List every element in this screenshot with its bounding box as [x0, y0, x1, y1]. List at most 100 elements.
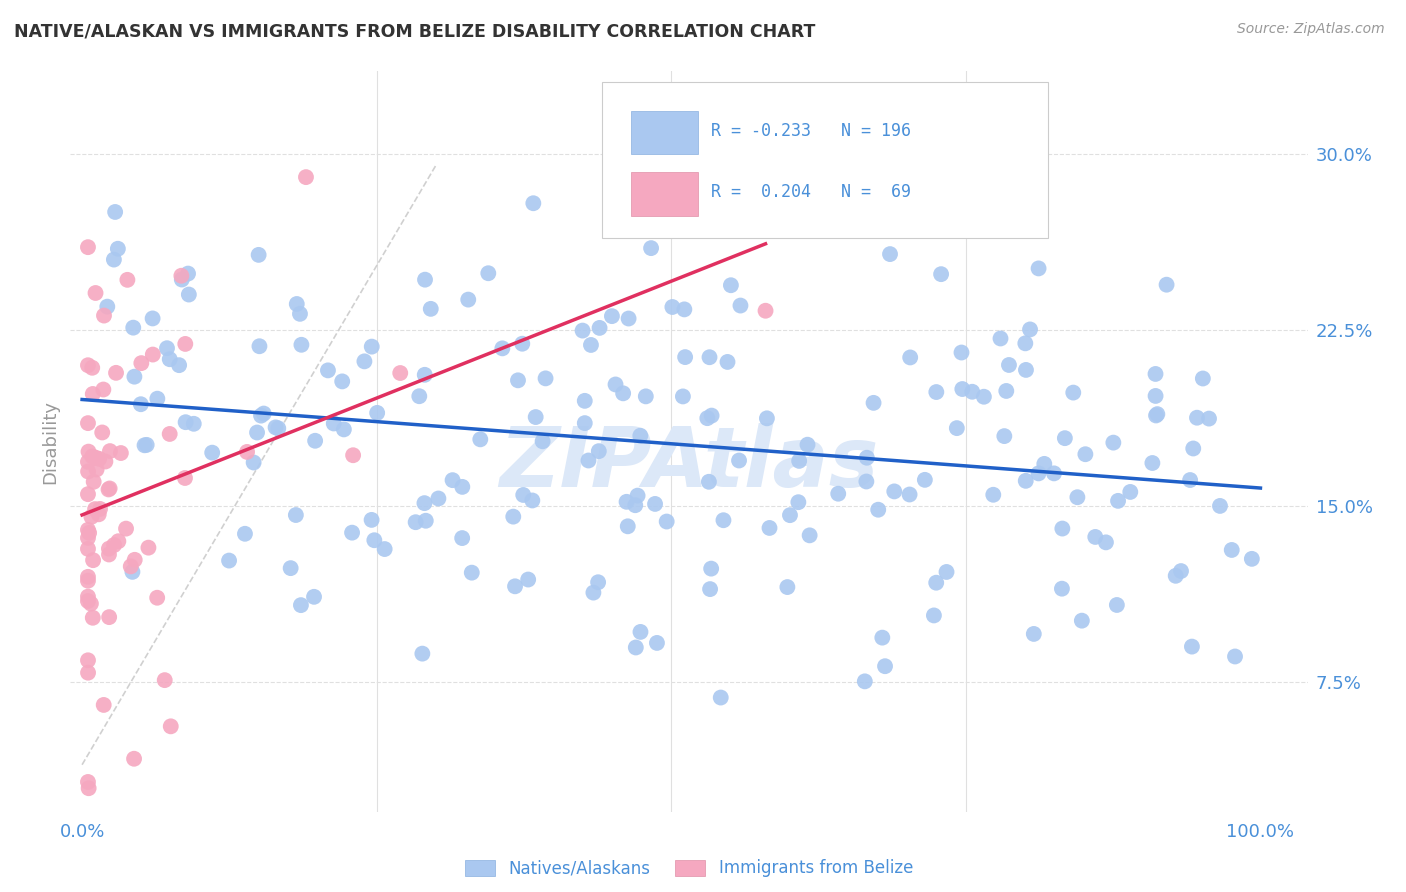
Point [1220, 543, 1243, 558]
Point [872, 631, 894, 645]
Point [290, 598, 312, 612]
Point [284, 508, 307, 522]
Point [616, 495, 638, 509]
Point [135, 438, 157, 452]
Point [728, 453, 751, 467]
Point [183, 417, 205, 431]
Point [302, 590, 325, 604]
Point [461, 566, 484, 580]
Point [1074, 447, 1097, 461]
Point [491, 342, 513, 356]
Point [411, 647, 433, 661]
Point [330, 375, 353, 389]
Point [946, 421, 969, 435]
Point [86, 462, 108, 476]
Point [574, 393, 596, 408]
Point [77, 465, 100, 479]
Point [77, 574, 100, 588]
Point [588, 321, 610, 335]
Point [579, 338, 602, 352]
Point [457, 293, 479, 307]
Point [340, 525, 363, 540]
Point [1119, 485, 1142, 500]
Point [170, 272, 193, 286]
Point [1144, 367, 1167, 381]
Point [1209, 499, 1232, 513]
Point [1015, 474, 1038, 488]
Point [661, 300, 683, 314]
Point [353, 354, 375, 368]
Point [342, 448, 364, 462]
Point [107, 242, 129, 256]
Point [914, 473, 936, 487]
Point [655, 515, 678, 529]
Point [503, 579, 526, 593]
Point [77, 665, 100, 680]
Point [413, 496, 436, 510]
Point [534, 371, 557, 385]
Point [716, 355, 738, 369]
Point [502, 509, 524, 524]
Point [83, 475, 105, 489]
Point [699, 582, 721, 596]
Text: Source: ZipAtlas.com: Source: ZipAtlas.com [1237, 22, 1385, 37]
Point [1223, 649, 1246, 664]
Point [1028, 261, 1050, 276]
Point [415, 514, 437, 528]
Point [624, 640, 647, 655]
Point [142, 347, 165, 361]
Point [93, 383, 115, 397]
Point [779, 508, 801, 523]
Point [1102, 435, 1125, 450]
Point [755, 411, 778, 425]
Point [574, 416, 596, 430]
Point [873, 659, 896, 673]
Point [1144, 389, 1167, 403]
Point [673, 302, 696, 317]
Point [617, 311, 640, 326]
Point [117, 273, 139, 287]
Point [1052, 522, 1074, 536]
Point [1142, 456, 1164, 470]
Point [304, 434, 326, 448]
Point [159, 426, 181, 441]
Point [981, 488, 1004, 502]
Point [862, 396, 884, 410]
Point [973, 390, 995, 404]
Point [524, 410, 547, 425]
Point [77, 541, 100, 556]
Text: R =  0.204   N =  69: R = 0.204 N = 69 [711, 183, 911, 201]
Point [247, 248, 270, 262]
Point [103, 252, 125, 267]
Point [730, 299, 752, 313]
Point [333, 422, 356, 436]
Point [855, 475, 877, 489]
Point [477, 266, 499, 280]
Point [107, 534, 129, 549]
Point [950, 345, 973, 359]
Point [408, 389, 430, 403]
Point [177, 267, 200, 281]
Point [174, 415, 197, 429]
Point [77, 455, 100, 469]
Point [84, 450, 107, 465]
Point [98, 444, 121, 458]
Point [201, 445, 224, 459]
Point [77, 653, 100, 667]
Point [77, 523, 100, 537]
Point [517, 573, 540, 587]
FancyBboxPatch shape [631, 111, 697, 154]
Point [950, 382, 973, 396]
Text: R = -0.233   N = 196: R = -0.233 N = 196 [711, 121, 911, 139]
Point [96, 300, 118, 314]
Point [146, 591, 169, 605]
Point [122, 320, 145, 334]
Point [94, 454, 117, 468]
Point [236, 445, 259, 459]
Point [1146, 407, 1168, 421]
Point [1181, 640, 1204, 654]
Point [1066, 490, 1088, 504]
Point [1144, 409, 1167, 423]
Point [586, 575, 609, 590]
Y-axis label: Disability: Disability [41, 400, 59, 483]
